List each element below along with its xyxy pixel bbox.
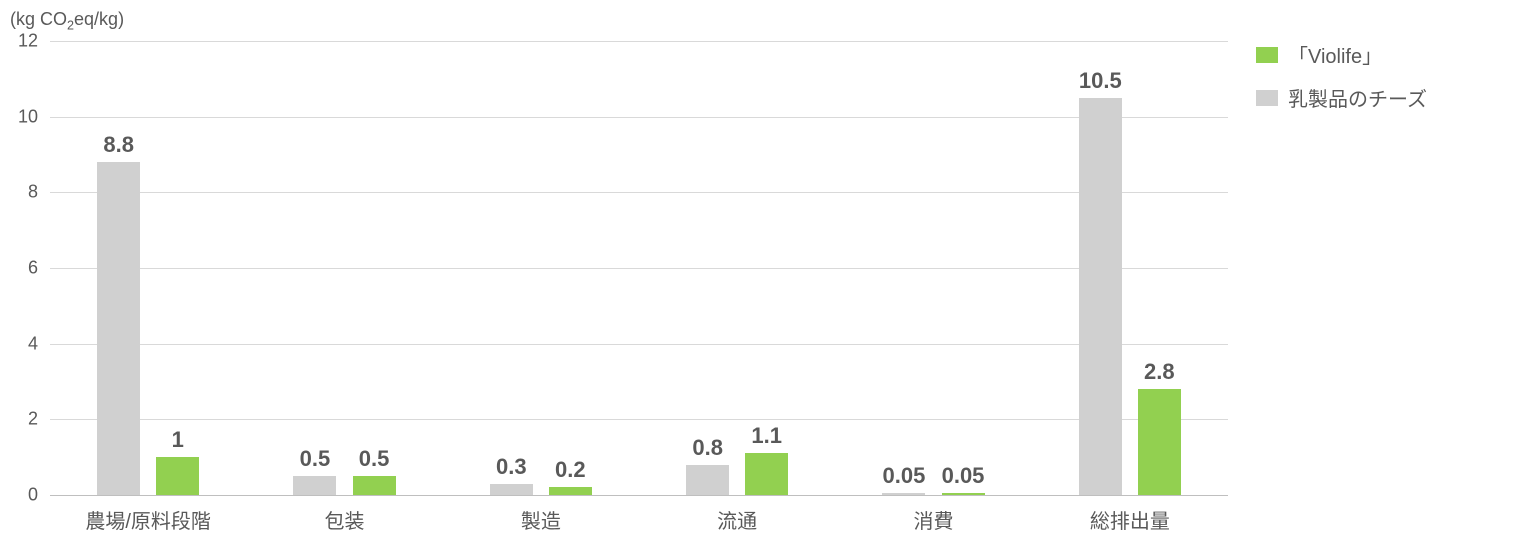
legend-swatch [1256,47,1278,63]
bar [353,476,396,495]
legend-label: 乳製品のチーズ [1288,83,1427,112]
bar [97,162,140,495]
y-tick-label: 2 [0,409,38,430]
unit-label: (kg CO2eq/kg) [10,9,124,33]
y-tick-label: 8 [0,182,38,203]
bar-value-label: 0.3 [496,454,527,480]
bar-value-label: 10.5 [1079,68,1122,94]
y-tick-label: 12 [0,31,38,52]
bar-value-label: 0.5 [300,446,331,472]
bar-value-label: 0.8 [692,435,723,461]
baseline [50,495,1228,496]
y-tick-label: 4 [0,333,38,354]
y-tick-label: 6 [0,258,38,279]
bar-value-label: 8.8 [103,132,134,158]
bar-value-label: 1.1 [751,423,782,449]
legend: 「Violife」乳製品のチーズ [1256,40,1427,126]
x-tick-label: 製造 [521,505,561,534]
chart-container: (kg CO2eq/kg) 0 2 4 6 8 10 12 農場/原料段階 包装 製造 流通 消費 総… [0,0,1516,543]
bar-value-label: 1 [172,427,184,453]
legend-item: 「Violife」 [1256,40,1427,69]
legend-swatch [1256,90,1278,106]
gridline [50,41,1228,42]
bar [942,493,985,495]
bar-value-label: 2.8 [1144,359,1175,385]
bar [1138,389,1181,495]
bar [156,457,199,495]
y-tick-label: 10 [0,106,38,127]
gridline [50,117,1228,118]
gridline [50,344,1228,345]
bar-value-label: 0.2 [555,457,586,483]
legend-item: 乳製品のチーズ [1256,83,1427,112]
bar [1079,98,1122,495]
bar-value-label: 0.05 [942,463,985,489]
bar [745,453,788,495]
bar [293,476,336,495]
y-tick-label: 0 [0,485,38,506]
x-tick-label: 農場/原料段階 [85,505,211,534]
bar [549,487,592,495]
bar [490,484,533,495]
bar [882,493,925,495]
legend-label: 「Violife」 [1288,40,1382,69]
bar [686,465,729,495]
gridline [50,419,1228,420]
x-tick-label: 消費 [914,505,954,534]
gridline [50,268,1228,269]
x-tick-label: 流通 [717,505,757,534]
plot-area [50,41,1228,495]
x-tick-label: 包装 [325,505,365,534]
gridline [50,192,1228,193]
x-tick-label: 総排出量 [1090,505,1170,534]
bar-value-label: 0.05 [883,463,926,489]
bar-value-label: 0.5 [359,446,390,472]
